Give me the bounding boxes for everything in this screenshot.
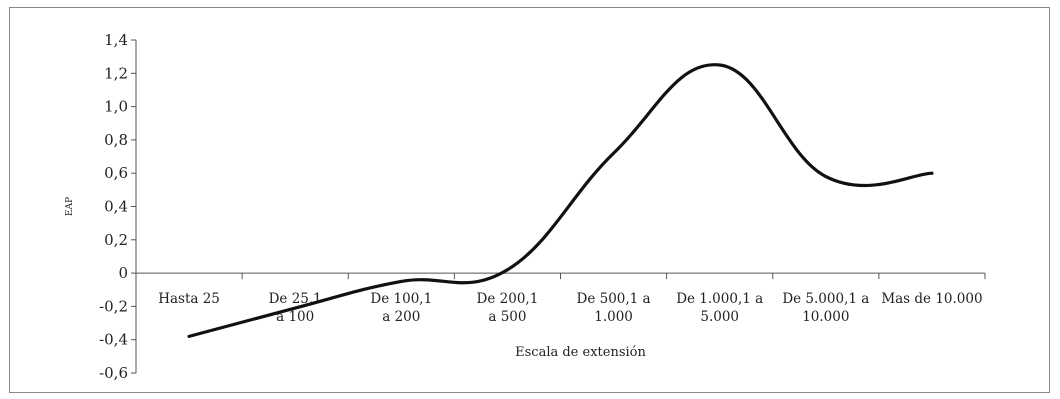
y-tick-label: 1,0 [104,98,128,116]
category-label: De 200,1 a 500 [477,291,539,325]
category-label: De 500,1 a 1.000 [577,291,651,325]
category-label: Mas de 10.000 [881,291,982,307]
data-point [293,306,297,310]
data-point [505,268,509,272]
y-tick-label: -0,6 [99,364,128,382]
x-axis-label: Escala de extensión [515,345,646,360]
y-tick-label: 1,2 [104,64,128,82]
category-label: De 5.000,1 a 10.000 [782,291,869,325]
y-tick-label: -0,2 [99,297,128,315]
y-tick-label: -0,4 [99,331,128,349]
category-label: De 100,1 a 200 [370,291,432,325]
y-tick-label: 1,4 [104,31,128,49]
chart-frame [9,7,1050,393]
data-point [612,151,616,155]
data-point [824,175,828,179]
y-axis-label: EAP [65,197,75,216]
data-points [187,63,934,338]
category-label: De 1.000,1 a 5.000 [676,291,763,325]
category-label: Hasta 25 [158,291,220,307]
data-point [930,171,934,175]
y-tick-label: 0,4 [104,198,128,216]
y-tick-label: 0,8 [104,131,128,149]
y-tick-label: 0,6 [104,164,128,182]
axes [135,40,985,373]
y-tick-label: 0,2 [104,231,128,249]
series-line [187,63,934,338]
y-ticks: 1,4 1,2 1,0 0,8 0,6 0,4 0,2 0 -0,2 -0,4 -0,6 [99,31,136,382]
x-ticks [241,273,986,280]
data-point [399,279,403,283]
y-tick-label: 0 [118,264,128,282]
data-point [718,63,722,67]
data-point [187,334,191,338]
